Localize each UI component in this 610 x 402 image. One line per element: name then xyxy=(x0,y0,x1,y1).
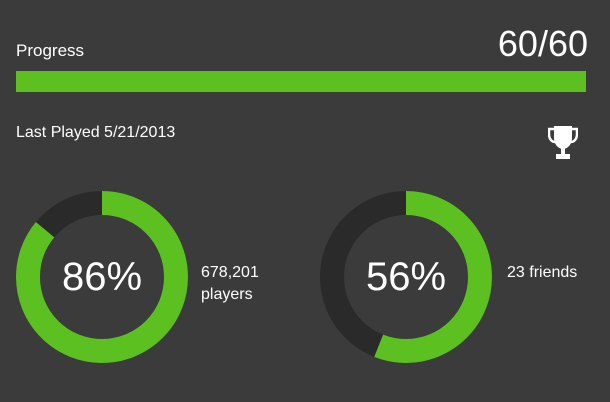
players-ring: 86% xyxy=(16,191,188,363)
friends-ring: 56% xyxy=(320,191,492,363)
friends-caption: 23 friends xyxy=(507,262,577,284)
last-played-text: Last Played 5/21/2013 xyxy=(16,124,176,141)
friends-ring-graphic xyxy=(320,191,492,363)
players-ring-graphic xyxy=(16,191,188,363)
trophy-icon xyxy=(548,126,578,159)
players-percent: 86% xyxy=(61,254,143,299)
players-caption: 678,201 players xyxy=(201,262,259,306)
progress-bar-fill xyxy=(16,71,586,92)
friends-count: 23 friends xyxy=(507,264,578,281)
players-label: players xyxy=(201,286,253,303)
friends-ring-arc xyxy=(320,191,492,363)
friends-percent: 56% xyxy=(365,254,447,299)
progress-bar xyxy=(16,71,586,92)
players-count: 678,201 xyxy=(201,264,259,281)
progress-count: 60/60 xyxy=(497,23,588,64)
players-ring-arc xyxy=(16,191,188,363)
progress-label: Progress xyxy=(16,41,85,60)
